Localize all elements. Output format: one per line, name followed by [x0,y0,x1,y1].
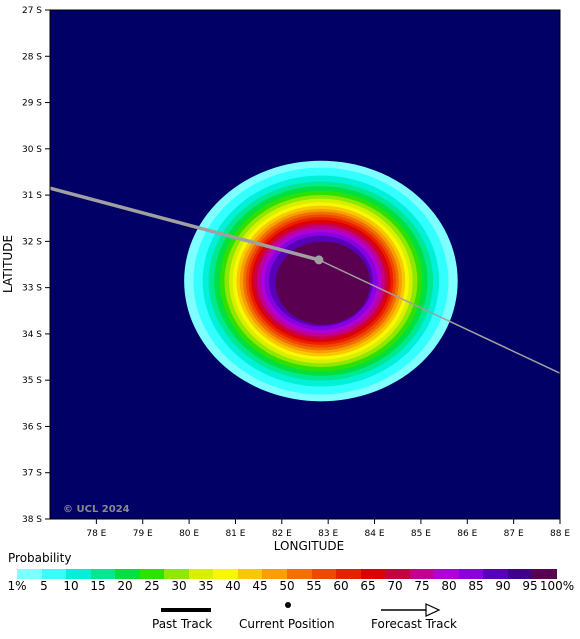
forecast-track-key-icon [381,603,441,617]
legend-swatch [409,569,435,579]
legend-swatch [385,569,410,579]
lon-tick-label: 84 E [365,529,385,539]
legend-swatch [41,569,67,579]
forecast-track-line [318,259,561,374]
legend-label: 1% [7,579,27,593]
legend-swatch [434,569,459,579]
lon-tick-label: 87 E [504,529,524,539]
lat-tick-label: 27 S [22,6,42,16]
lon-tick-label: 82 E [272,529,292,539]
legend-swatch [507,569,533,579]
legend-label: 85 [468,579,484,593]
legend-swatch [115,569,140,579]
lat-tick-label: 32 S [22,237,42,247]
lat-tick-label: 34 S [22,330,42,340]
lat-tick-label: 30 S [22,145,42,155]
legend-label: 50 [279,579,295,593]
lat-tick-label: 33 S [22,284,42,294]
current-position-marker [314,255,324,265]
lon-tick-label: 80 E [179,529,199,539]
past-track-key-icon [161,608,211,612]
legend-swatch [336,569,361,579]
current-position-key-icon [285,602,291,608]
latitude-axis: 27 S 28 S 29 S 30 S 31 S 32 S 33 S 34 S 35 S 36 S… [22,6,50,525]
past-track-key-label: Past Track [152,617,213,631]
map-frame [49,9,561,520]
legend-label: 30 [171,579,187,593]
lat-tick-label: 36 S [22,422,42,432]
legend-label: 70 [387,579,403,593]
legend-swatch [483,569,508,579]
legend-swatch [532,569,558,579]
legend-swatch [17,569,42,579]
legend-label: 100% [539,579,575,593]
lon-tick-label: 81 E [225,529,245,539]
lon-tick-label: 78 E [86,529,106,539]
legend-swatch [188,569,214,579]
lon-tick-label: 85 E [411,529,431,539]
lat-tick-label: 38 S [22,515,42,525]
lat-tick-label: 35 S [22,376,42,386]
lat-tick-label: 37 S [22,469,42,479]
lat-tick-label: 29 S [22,99,42,109]
past-track-line [49,186,320,262]
lat-tick-label: 28 S [22,52,42,62]
lon-tick-label: 83 E [318,529,338,539]
probability-core [275,241,371,325]
lon-tick-label: 79 E [133,529,153,539]
legend-label: 20 [117,579,133,593]
legend-swatch [139,569,165,579]
probability-scale-labels: 1% 5 10 15 20 25 30 35 40 45 50 55 60 65 70 75 80 85 90 95 1… [0,579,580,595]
longitude-axis: 78 E 79 E 80 E 81 E 82 E 83 E 84 E 85 E 86 E 87 E… [86,519,570,539]
forecast-track-key-label: Forecast Track [371,617,457,631]
probability-map: 27 S 28 S 29 S 30 S 31 S 32 S 33 S 34 S 35 S 36 S… [1,6,570,550]
legend-label: 15 [90,579,106,593]
legend-swatch [360,569,386,579]
legend-label: 10 [63,579,79,593]
storm-tracks [49,186,561,374]
legend-swatch [287,569,312,579]
legend-label: 75 [414,579,430,593]
legend-swatch [90,569,116,579]
legend-swatch [458,569,484,579]
current-position-key-label: Current Position [239,617,335,631]
legend-label: 60 [333,579,349,593]
legend-swatch [262,569,288,579]
legend-swatch [237,569,263,579]
x-axis-title: LONGITUDE [274,539,344,550]
probability-field [184,160,458,402]
lon-tick-label: 88 E [550,529,570,539]
legend-swatch [66,569,91,579]
y-axis-title: LATITUDE [1,235,15,293]
legend-label: 45 [252,579,268,593]
copyright-label: © UCL 2024 [63,504,130,515]
legend-label: 90 [495,579,511,593]
legend-label: 55 [306,579,322,593]
legend-swatch [213,569,238,579]
legend-label: 35 [198,579,214,593]
lat-tick-label: 31 S [22,191,42,201]
probability-color-scale [17,569,558,579]
legend-title: Probability [8,551,72,565]
legend-label: 65 [360,579,376,593]
legend-swatch [164,569,189,579]
lon-tick-label: 86 E [457,529,477,539]
legend-label: 5 [40,579,48,593]
legend-swatch [311,569,337,579]
legend-label: 40 [225,579,241,593]
legend-label: 80 [441,579,457,593]
legend-label: 25 [144,579,160,593]
legend-label: 95 [522,579,538,593]
